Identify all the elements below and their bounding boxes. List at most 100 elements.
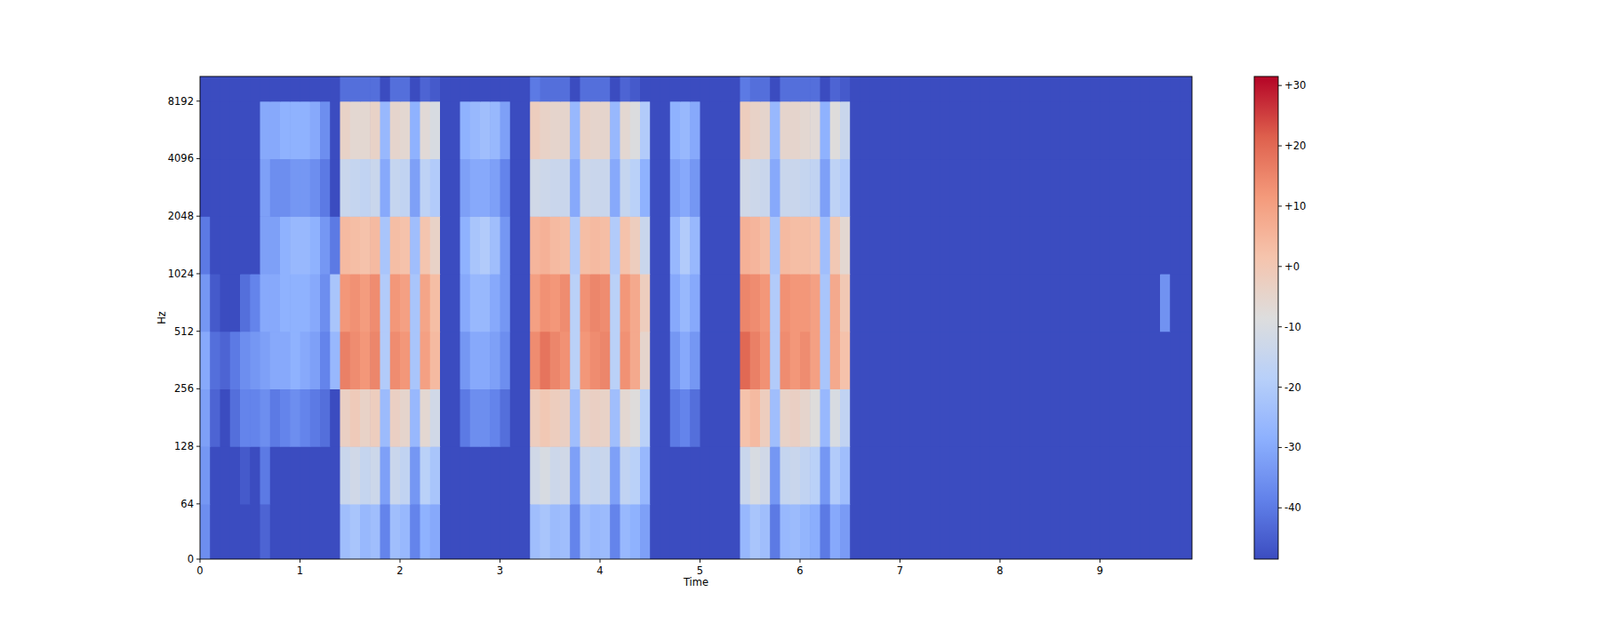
cell <box>969 158 981 216</box>
cell <box>880 76 891 102</box>
cell <box>1140 504 1152 560</box>
cell <box>240 388 251 447</box>
cell <box>249 216 261 274</box>
x-tick-label: 6 <box>796 564 803 577</box>
y-tick <box>196 100 200 102</box>
cell <box>440 388 451 447</box>
cell <box>860 76 872 102</box>
cell <box>520 446 531 504</box>
cell <box>740 388 752 447</box>
cell <box>590 158 601 216</box>
cell <box>990 504 1001 560</box>
cell <box>260 76 272 102</box>
cell <box>1020 388 1032 447</box>
cell <box>1140 76 1152 102</box>
cell <box>600 216 611 274</box>
cell <box>1160 446 1171 504</box>
cell <box>620 504 632 560</box>
cell <box>560 388 571 447</box>
cell <box>720 504 731 560</box>
cell <box>820 76 832 102</box>
cell <box>289 101 301 160</box>
cell <box>470 504 481 560</box>
cell <box>1009 331 1021 390</box>
cell <box>420 331 432 390</box>
cell <box>550 331 561 390</box>
cell <box>260 101 272 160</box>
cell <box>420 388 432 447</box>
cell <box>550 158 561 216</box>
colorbar-tick-label: -20 <box>1284 381 1302 394</box>
cell <box>270 216 281 274</box>
cell <box>1169 101 1181 160</box>
cell <box>820 273 832 332</box>
cell <box>680 331 691 390</box>
cell <box>769 446 781 504</box>
cell <box>1150 101 1161 160</box>
cell <box>860 273 872 332</box>
cell <box>1060 388 1072 447</box>
cell <box>390 273 401 332</box>
cell <box>289 273 301 332</box>
cell <box>1120 504 1131 560</box>
cell <box>569 388 581 447</box>
cell <box>340 76 352 102</box>
cell <box>550 216 561 274</box>
cell <box>860 388 872 447</box>
cell <box>249 446 261 504</box>
cell <box>1100 76 1112 102</box>
cell <box>300 101 312 160</box>
cell <box>470 76 481 102</box>
cell <box>369 158 381 216</box>
cell <box>640 101 651 160</box>
cell <box>240 446 251 504</box>
cell <box>500 158 512 216</box>
cell <box>980 76 992 102</box>
cell <box>1120 388 1131 447</box>
cell <box>1000 388 1011 447</box>
cell <box>800 504 811 560</box>
cell <box>1049 216 1061 274</box>
cell <box>729 388 741 447</box>
cell <box>670 446 681 504</box>
cell <box>689 388 701 447</box>
cell <box>630 216 641 274</box>
cell <box>289 331 301 390</box>
cell <box>1060 504 1072 560</box>
cell <box>980 101 992 160</box>
cell <box>710 101 721 160</box>
cell <box>440 158 451 216</box>
cell <box>600 101 611 160</box>
cell <box>840 331 851 390</box>
cell <box>540 504 552 560</box>
cell <box>600 331 611 390</box>
cell <box>580 216 592 274</box>
cell <box>860 101 872 160</box>
cell <box>680 101 691 160</box>
cell <box>540 76 552 102</box>
cell <box>270 101 281 160</box>
cell <box>609 273 621 332</box>
cell <box>289 446 301 504</box>
cell <box>860 331 872 390</box>
cell <box>790 216 801 274</box>
cell <box>340 158 352 216</box>
cell <box>360 504 371 560</box>
cell <box>540 388 552 447</box>
cell <box>880 101 891 160</box>
cell <box>1080 388 1091 447</box>
cell <box>649 216 661 274</box>
cell <box>809 273 821 332</box>
cell <box>1070 101 1081 160</box>
cell <box>590 101 601 160</box>
x-tick-label: 4 <box>596 564 603 577</box>
cell <box>1049 504 1061 560</box>
cell <box>820 388 832 447</box>
cell <box>529 76 541 102</box>
cell <box>840 101 851 160</box>
cell <box>270 446 281 504</box>
cell <box>460 331 472 390</box>
cell <box>369 446 381 504</box>
cell <box>640 388 651 447</box>
cell <box>400 331 411 390</box>
